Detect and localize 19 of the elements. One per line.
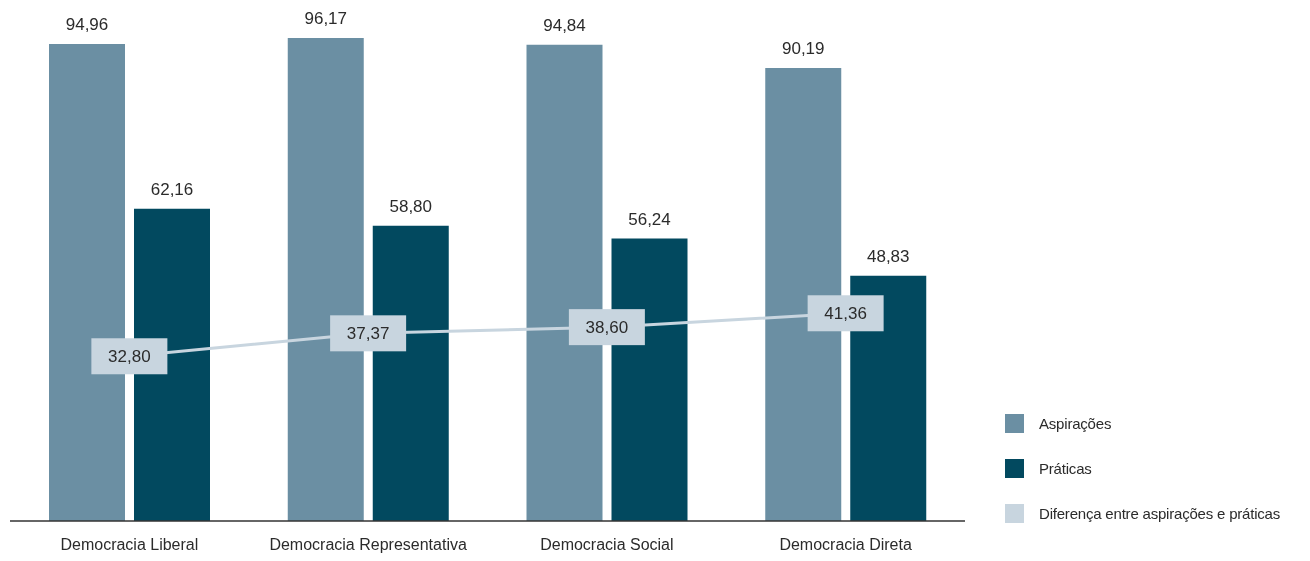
data-label: 96,17 xyxy=(304,9,348,28)
legend-label: Diferença entre aspirações e práticas xyxy=(1039,505,1281,522)
legend-label: Aspirações xyxy=(1039,415,1112,432)
data-label: 94,84 xyxy=(543,15,586,35)
x-tick-label: Democracia Representativa xyxy=(269,536,467,554)
data-label: 38,60 xyxy=(585,318,629,338)
data-label: 56,24 xyxy=(628,209,671,229)
x-tick-label: Democracia Liberal xyxy=(60,536,199,554)
data-label: 41,36 xyxy=(824,304,867,324)
data-label: 62,16 xyxy=(150,179,194,199)
x-tick-label: Democracia Direta xyxy=(779,536,912,554)
legend-label: Práticas xyxy=(1039,460,1092,477)
data-label: 94,96 xyxy=(65,15,109,35)
data-label: 37,37 xyxy=(346,324,390,344)
data-label: 32,80 xyxy=(108,347,151,367)
data-label: 90,19 xyxy=(781,39,825,59)
x-tick-label: Democracia Social xyxy=(540,536,674,554)
data-label: 58,80 xyxy=(389,196,433,216)
data-label: 48,83 xyxy=(866,246,910,266)
